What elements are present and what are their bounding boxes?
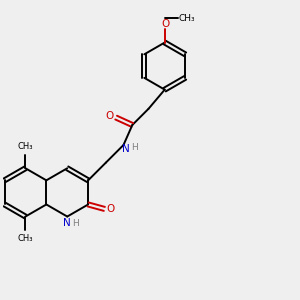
Text: H: H [72, 218, 79, 227]
Text: CH₃: CH₃ [178, 14, 195, 23]
Text: O: O [107, 204, 115, 214]
Text: N: N [122, 143, 130, 154]
Text: N: N [63, 218, 71, 228]
Text: O: O [161, 19, 170, 29]
Text: CH₃: CH₃ [18, 233, 33, 242]
Text: CH₃: CH₃ [18, 142, 33, 151]
Text: H: H [131, 143, 138, 152]
Text: O: O [106, 111, 114, 121]
